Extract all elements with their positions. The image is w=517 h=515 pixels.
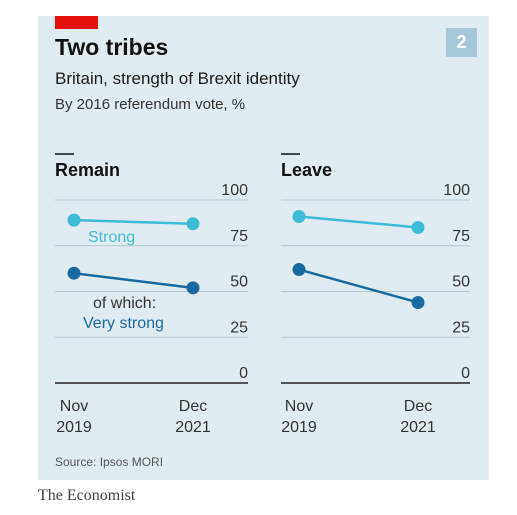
- x-tick-label: Dec: [179, 398, 207, 415]
- y-tick-label: 25: [230, 319, 248, 336]
- data-point: [411, 295, 425, 309]
- x-tick-label: Nov: [285, 398, 313, 415]
- series-label: Very strong: [83, 315, 164, 332]
- y-tick-label: 0: [461, 365, 470, 382]
- y-tick-label: 100: [443, 182, 470, 199]
- data-point: [186, 281, 200, 295]
- x-tick-label: 2021: [175, 419, 211, 436]
- panel-title-1: Leave: [281, 160, 332, 180]
- y-tick-label: 75: [452, 228, 470, 245]
- data-point: [411, 220, 425, 234]
- y-tick-label: 50: [452, 274, 470, 291]
- series-line-0: [298, 215, 419, 229]
- y-tick-label: 0: [239, 365, 248, 382]
- y-tick-label: 25: [452, 319, 470, 336]
- series-line-1: [298, 268, 419, 304]
- chart-title: Two tribes: [55, 34, 169, 60]
- data-point: [67, 213, 81, 227]
- chart-number-badge: 2: [446, 28, 477, 57]
- x-tick-label: 2019: [56, 419, 92, 436]
- series-label: Strong: [88, 229, 135, 246]
- series-label: of which:: [93, 295, 156, 312]
- x-tick-label: 2019: [281, 419, 317, 436]
- x-tick-label: Nov: [60, 398, 88, 415]
- y-tick-label: 75: [230, 228, 248, 245]
- source-note: Source: Ipsos MORI: [55, 455, 164, 469]
- data-point: [292, 209, 306, 223]
- brand-red-tag: [55, 16, 98, 29]
- data-point: [186, 217, 200, 231]
- data-point: [67, 266, 81, 280]
- series-line-1: [73, 271, 194, 290]
- chart-panel: [38, 16, 489, 480]
- brand-wordmark: The Economist: [38, 487, 136, 504]
- x-tick-label: Dec: [404, 398, 432, 415]
- y-tick-label: 50: [230, 274, 248, 291]
- panel-title-0: Remain: [55, 160, 120, 180]
- data-point: [292, 263, 306, 277]
- chart-subtitle: Britain, strength of Brexit identity: [55, 69, 300, 88]
- series-line-0: [73, 218, 194, 226]
- chart-subsubtitle: By 2016 referendum vote, %: [55, 96, 246, 113]
- x-tick-label: 2021: [400, 419, 436, 436]
- y-tick-label: 100: [221, 182, 248, 199]
